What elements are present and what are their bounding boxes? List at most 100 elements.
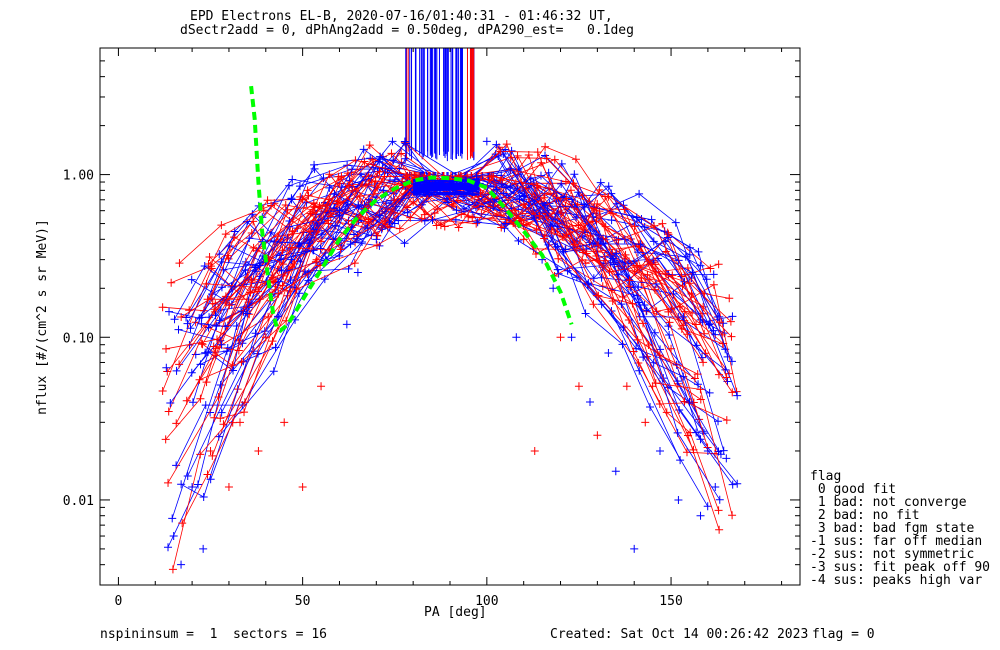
data-point-marker (371, 177, 380, 186)
chart-title: EPD Electrons EL-B, 2020-07-16/01:40:31 … (190, 9, 613, 24)
data-point-marker (295, 182, 304, 191)
data-point-marker (588, 239, 597, 248)
data-point-marker (261, 333, 270, 342)
legend-entry: 3 bad: bad fgm state (810, 521, 975, 536)
data-point-marker (324, 219, 333, 228)
data-point-marker (611, 467, 620, 476)
peak-core-line (413, 191, 480, 195)
data-point-marker (454, 223, 463, 232)
data-point-marker (632, 261, 641, 270)
data-point-marker (198, 340, 207, 349)
data-point-marker (287, 243, 296, 252)
data-point-marker (306, 227, 314, 236)
data-point-marker (326, 212, 335, 221)
data-point-marker (453, 196, 462, 205)
data-point-marker (567, 333, 576, 342)
data-point-marker (253, 287, 262, 296)
data-point-marker (247, 278, 256, 287)
data-point-marker (201, 401, 210, 410)
data-point-marker (639, 319, 648, 328)
data-point-marker (655, 399, 664, 408)
data-point-marker (722, 416, 731, 425)
data-point-marker (629, 347, 638, 356)
data-point-marker (621, 250, 630, 259)
data-point-marker (595, 185, 604, 194)
data-point-marker (501, 219, 510, 228)
data-point-marker (280, 418, 289, 427)
data-point-marker (186, 324, 195, 333)
data-point-marker (304, 191, 313, 200)
data-point-marker (317, 237, 326, 246)
data-point-marker (187, 275, 196, 284)
x-tick-label: 0 (115, 594, 123, 609)
data-point-marker (570, 170, 579, 179)
y-tick-label: 0.01 (63, 494, 94, 509)
data-point-marker (722, 373, 731, 382)
data-point-marker (161, 435, 170, 444)
spectrum-line (206, 159, 727, 378)
data-point-marker (674, 495, 683, 504)
data-point-marker (533, 148, 542, 157)
data-point-marker (530, 446, 539, 455)
data-point-marker (337, 172, 346, 181)
data-point-marker (182, 313, 191, 322)
data-point-marker (175, 259, 184, 268)
data-point-marker (208, 451, 217, 460)
chart-subtitle: dSectr2add = 0, dPhAng2add = 0.50deg, dP… (180, 23, 634, 38)
data-point-marker (669, 289, 678, 298)
data-point-marker (544, 240, 553, 249)
data-point-marker (401, 154, 410, 163)
data-point-marker (243, 273, 252, 282)
data-point-marker (403, 208, 412, 217)
data-point-marker (214, 432, 223, 441)
data-point-marker (676, 456, 685, 465)
data-point-marker (696, 511, 705, 520)
data-point-marker (709, 270, 718, 279)
data-point-marker (203, 470, 212, 479)
data-point-marker (288, 175, 297, 184)
footer-flag: flag = 0 (812, 627, 875, 642)
data-point-marker (214, 393, 223, 401)
data-point-marker (640, 300, 649, 309)
data-point-marker (390, 219, 399, 228)
data-point-marker (375, 211, 384, 220)
data-point-marker (330, 203, 339, 212)
data-point-marker (472, 219, 481, 228)
data-point-marker (537, 158, 546, 167)
data-point-marker (647, 215, 656, 224)
data-point-marker (703, 502, 712, 511)
data-point-marker (607, 216, 616, 225)
data-point-marker (594, 241, 603, 250)
data-point-marker (540, 234, 549, 243)
data-point-marker (677, 324, 686, 333)
data-point-marker (706, 264, 715, 273)
data-point-marker (310, 160, 319, 169)
data-point-marker (287, 195, 296, 204)
data-point-marker (400, 239, 409, 248)
data-point-marker (287, 255, 296, 264)
spectrum-line (215, 148, 707, 316)
data-point-marker (492, 140, 501, 149)
data-point-marker (677, 272, 686, 281)
data-point-marker (251, 283, 260, 292)
data-point-marker (278, 281, 287, 290)
data-point-marker (512, 333, 521, 342)
data-point-marker (375, 157, 384, 166)
spectrum-line (223, 180, 694, 451)
data-point-marker (317, 382, 326, 391)
data-point-marker (728, 511, 737, 520)
data-point-marker (696, 395, 705, 404)
data-point-marker (630, 222, 639, 231)
data-point-marker (685, 243, 694, 252)
data-point-marker (667, 344, 676, 353)
data-point-marker (728, 312, 737, 321)
data-point-marker (636, 240, 645, 249)
data-point-marker (684, 431, 693, 440)
data-point-marker (165, 307, 174, 316)
data-point-marker (685, 397, 694, 406)
data-point-marker (624, 282, 633, 291)
data-point-marker (549, 284, 558, 293)
data-point-marker (688, 309, 697, 318)
data-point-marker (482, 137, 491, 146)
data-point-marker (372, 235, 381, 244)
